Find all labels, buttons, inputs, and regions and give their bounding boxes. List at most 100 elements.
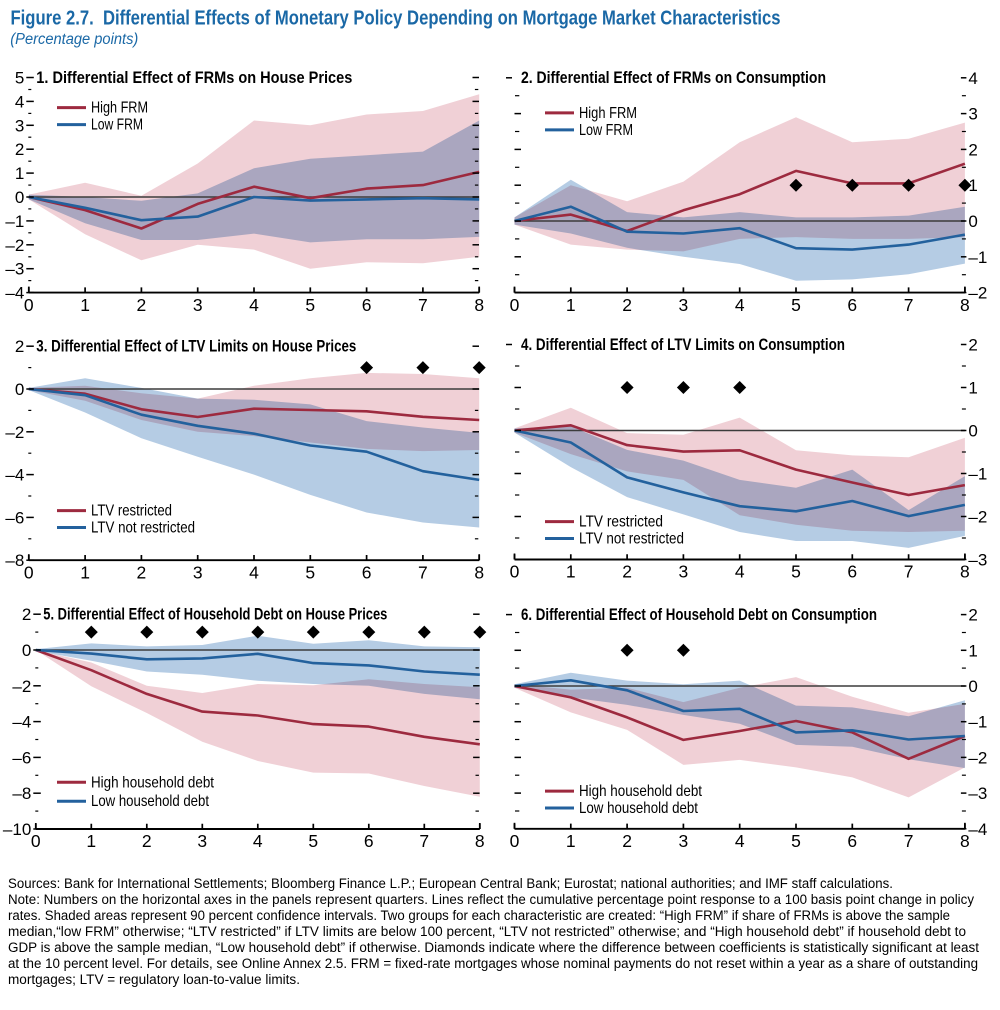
svg-text:3: 3	[679, 562, 689, 582]
svg-text:1: 1	[968, 379, 977, 398]
svg-text:2: 2	[968, 140, 977, 159]
svg-text:1: 1	[566, 831, 576, 851]
svg-text:8: 8	[474, 562, 484, 582]
svg-text:LTV not restricted: LTV not restricted	[91, 520, 195, 537]
svg-text:1: 1	[566, 562, 576, 582]
svg-text:0: 0	[24, 562, 34, 582]
svg-text:3: 3	[193, 295, 203, 315]
svg-text:High household debt: High household debt	[579, 783, 702, 800]
svg-text:7: 7	[418, 295, 428, 315]
svg-text:2: 2	[622, 295, 632, 315]
svg-text:1: 1	[968, 641, 977, 660]
svg-text:LTV restricted: LTV restricted	[91, 503, 172, 520]
svg-text:LTV not restricted: LTV not restricted	[579, 531, 684, 548]
svg-text:GDP is above the sample median: GDP is above the sample median, “Low hou…	[8, 940, 979, 955]
svg-text:2: 2	[15, 337, 24, 356]
svg-text:6: 6	[847, 295, 857, 315]
svg-text:0: 0	[22, 641, 31, 660]
svg-text:Note: Numbers on the horizonta: Note: Numbers on the horizontal axes in …	[8, 892, 974, 907]
svg-text:High FRM: High FRM	[91, 100, 148, 117]
svg-text:mortgages; LTV = regulatory lo: mortgages; LTV = regulatory loan-to-valu…	[8, 972, 300, 987]
svg-text:High household debt: High household debt	[91, 774, 214, 791]
svg-text:5: 5	[791, 831, 801, 851]
svg-text:5. Differential Effect of Hous: 5. Differential Effect of Household Debt…	[43, 605, 387, 624]
svg-text:7: 7	[904, 562, 914, 582]
svg-text:–1: –1	[968, 713, 987, 732]
svg-text:1: 1	[15, 164, 24, 183]
svg-text:(Percentage points): (Percentage points)	[10, 31, 138, 48]
svg-text:1: 1	[86, 831, 96, 851]
svg-text:–1: –1	[968, 465, 987, 484]
svg-text:4: 4	[968, 69, 977, 88]
svg-text:7: 7	[418, 562, 428, 582]
svg-text:5: 5	[15, 69, 24, 88]
svg-text:0: 0	[968, 677, 977, 696]
svg-text:0: 0	[510, 831, 520, 851]
svg-text:0: 0	[15, 188, 24, 207]
svg-text:7: 7	[904, 831, 914, 851]
svg-text:4: 4	[735, 295, 745, 315]
svg-text:8: 8	[960, 295, 970, 315]
svg-text:0: 0	[24, 295, 34, 315]
svg-text:1: 1	[566, 295, 576, 315]
svg-text:4: 4	[15, 92, 24, 111]
svg-text:2: 2	[137, 562, 147, 582]
svg-text:6: 6	[847, 562, 857, 582]
svg-text:3: 3	[193, 562, 203, 582]
svg-text:3: 3	[197, 831, 207, 851]
svg-text:5: 5	[308, 831, 318, 851]
svg-text:6: 6	[364, 831, 374, 851]
svg-text:–2: –2	[968, 748, 987, 767]
svg-text:–2: –2	[5, 236, 24, 255]
svg-text:8: 8	[475, 831, 485, 851]
svg-text:4: 4	[249, 295, 259, 315]
svg-text:–4: –4	[5, 466, 24, 485]
svg-text:6. Differential Effect of Hous: 6. Differential Effect of Household Debt…	[521, 605, 877, 624]
svg-text:High FRM: High FRM	[579, 105, 637, 122]
svg-text:7: 7	[904, 295, 914, 315]
svg-text:Low FRM: Low FRM	[91, 117, 143, 134]
svg-text:2: 2	[622, 831, 632, 851]
svg-text:8: 8	[474, 295, 484, 315]
svg-text:0: 0	[968, 422, 977, 441]
svg-text:–1: –1	[968, 248, 987, 267]
svg-text:5: 5	[305, 295, 315, 315]
svg-text:4: 4	[249, 562, 259, 582]
svg-text:3: 3	[968, 105, 977, 124]
svg-text:2: 2	[15, 140, 24, 159]
svg-text:–4: –4	[12, 713, 31, 732]
svg-text:median,“low FRM” otherwise; “L: median,“low FRM” otherwise; “LTV restric…	[8, 924, 966, 939]
svg-text:rates. Shaded areas represent: rates. Shaded areas represent 90 percent…	[8, 908, 950, 923]
svg-text:2: 2	[142, 831, 152, 851]
svg-text:5: 5	[305, 562, 315, 582]
svg-text:2. Differential Effect of FRMs: 2. Differential Effect of FRMs on Consum…	[521, 68, 826, 87]
svg-text:Low FRM: Low FRM	[579, 122, 633, 139]
svg-text:–3: –3	[968, 551, 987, 570]
svg-text:–6: –6	[12, 748, 31, 767]
svg-text:2: 2	[622, 562, 632, 582]
svg-text:Low household debt: Low household debt	[579, 800, 698, 817]
svg-text:8: 8	[960, 831, 970, 851]
svg-text:LTV restricted: LTV restricted	[579, 514, 663, 531]
svg-text:1: 1	[968, 176, 977, 195]
svg-text:6: 6	[847, 831, 857, 851]
svg-text:8: 8	[960, 562, 970, 582]
svg-text:Figure 2.7. Differential Effe: Figure 2.7. Differential Effects of Mone…	[11, 8, 781, 30]
svg-text:6: 6	[362, 295, 372, 315]
svg-text:2: 2	[968, 336, 977, 355]
svg-text:–3: –3	[968, 784, 987, 803]
svg-text:–10: –10	[3, 820, 31, 839]
svg-text:0: 0	[31, 831, 41, 851]
svg-text:–2: –2	[968, 508, 987, 527]
svg-text:Sources: Bank for Internationa: Sources: Bank for International Settleme…	[8, 876, 893, 891]
svg-text:0: 0	[15, 380, 24, 399]
svg-text:1. Differential Effect of FRMs: 1. Differential Effect of FRMs on House …	[36, 68, 352, 87]
svg-text:–3: –3	[5, 260, 24, 279]
svg-text:3: 3	[679, 295, 689, 315]
svg-text:2: 2	[968, 606, 977, 625]
svg-text:0: 0	[510, 562, 520, 582]
svg-text:at the 10 percent level. For d: at the 10 percent level. For details, se…	[8, 956, 978, 971]
svg-text:–8: –8	[5, 551, 24, 570]
svg-text:5: 5	[791, 562, 801, 582]
svg-text:4. Differential Effect of LTV: 4. Differential Effect of LTV Limits on …	[521, 335, 845, 354]
